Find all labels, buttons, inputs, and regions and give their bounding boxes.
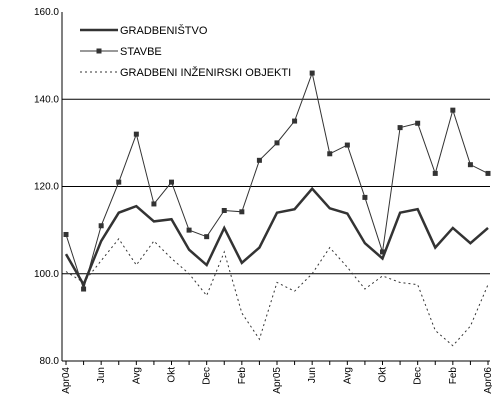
marker — [432, 170, 438, 176]
marker — [116, 179, 122, 185]
marker — [344, 142, 350, 148]
x-tick-label: Apr04 — [61, 367, 72, 394]
marker — [221, 207, 227, 213]
marker — [186, 227, 192, 233]
legend-label: GRADBENIŠTVO — [120, 24, 208, 37]
x-tick-label: Avg — [131, 367, 142, 384]
marker — [362, 194, 368, 200]
marker — [467, 162, 473, 168]
x-tick-label: Dec — [413, 367, 424, 385]
marker — [133, 131, 139, 137]
marker — [292, 118, 298, 124]
x-tick-label: Okt — [378, 367, 389, 383]
marker — [327, 151, 333, 157]
marker — [485, 170, 491, 176]
x-tick-label: Jun — [96, 367, 107, 383]
x-tick-label: Feb — [237, 367, 248, 385]
y-tick-label: 140.0 — [34, 94, 59, 105]
marker — [151, 201, 157, 207]
marker — [380, 249, 385, 255]
marker — [239, 209, 245, 215]
x-tick-label: Jun — [307, 367, 318, 383]
x-tick-label: Feb — [448, 367, 459, 385]
marker — [256, 157, 262, 163]
series-line — [65, 238, 489, 347]
marker — [98, 223, 104, 229]
x-tick-label: Okt — [167, 367, 178, 383]
legend-label: STAVBE — [120, 46, 162, 58]
marker — [81, 286, 87, 292]
marker — [204, 234, 210, 240]
x-tick-label: Apr06 — [483, 367, 492, 394]
marker — [63, 231, 69, 237]
y-tick-label: 100.0 — [34, 269, 59, 280]
y-tick-label: 160.0 — [34, 7, 59, 18]
marker — [309, 70, 315, 76]
series-line — [65, 71, 489, 291]
marker — [274, 140, 280, 146]
marker — [415, 120, 421, 126]
y-tick-label: 80.0 — [40, 356, 60, 367]
x-tick-label: Apr05 — [272, 367, 283, 394]
series-line — [64, 186, 489, 288]
legend-label: GRADBENI INŽENIRSKI OBJEKTI — [120, 66, 291, 79]
marker — [450, 107, 456, 113]
marker — [397, 125, 403, 131]
x-tick-label: Dec — [202, 367, 213, 385]
y-tick-label: 120.0 — [34, 182, 59, 193]
legend-marker — [96, 48, 102, 54]
x-tick-label: Avg — [342, 367, 353, 384]
marker — [169, 179, 174, 185]
